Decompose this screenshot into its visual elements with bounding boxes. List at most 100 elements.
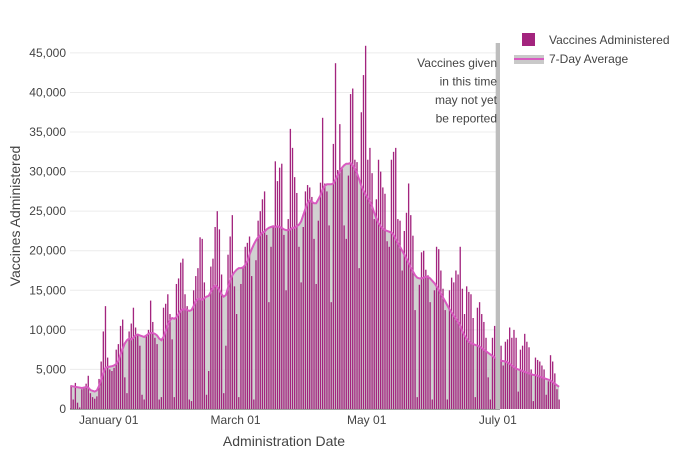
bar [392,151,395,409]
bar [156,344,158,409]
bar [169,314,171,409]
bar [313,238,315,409]
bar [212,258,214,409]
bar [175,283,178,409]
bar [334,63,337,409]
bar [414,310,416,409]
bar [128,331,130,409]
bar [545,394,547,409]
bar [253,399,255,409]
bar [281,163,283,409]
bar [152,321,154,409]
bar [513,329,515,409]
bar [515,337,517,409]
bar [141,394,143,409]
bar [126,393,128,409]
bar [184,294,186,409]
bar [91,397,94,409]
bar [287,219,289,409]
bar [160,397,163,409]
bar [134,327,137,409]
bar [298,246,300,409]
bar [343,225,345,409]
bar [332,143,335,409]
bar [220,274,223,409]
y-tick-label: 35,000 [29,125,66,139]
bar [244,246,246,409]
bar [218,229,221,409]
bar [289,128,292,409]
bar [532,401,534,409]
bar [440,270,442,409]
bar [255,260,257,409]
bar [358,268,360,409]
bar [552,361,554,409]
bar [154,337,156,409]
unreported-annotation: Vaccines given in this time may not yet be … [417,56,497,126]
bar [429,302,431,409]
bar [87,375,89,409]
bar [493,325,496,409]
bar [556,389,558,409]
bar [427,275,429,409]
bar [274,161,276,409]
bar [362,75,365,409]
annotation-line: in this time [440,75,498,89]
bar [283,234,285,409]
bar [390,159,393,409]
bar [470,294,472,409]
y-tick-label: 20,000 [29,244,66,258]
bar [521,345,524,409]
bar [261,199,264,409]
bar [117,344,120,409]
y-axis-title: Vaccines Administered [7,146,23,287]
bar [481,314,483,409]
bar [412,235,414,409]
bar [509,327,511,409]
bar [539,361,541,409]
bar [349,94,352,409]
bar [270,246,272,409]
bar [306,185,309,409]
y-tick-label: 15,000 [29,283,66,297]
bar [487,377,489,409]
bar [319,182,322,409]
bar [109,369,111,409]
bar [423,250,425,409]
bar [403,230,405,409]
bar [500,345,502,409]
bar [197,268,199,409]
bar [263,191,266,409]
bar [225,345,227,409]
bar [300,282,302,409]
bar [180,262,182,409]
bar [330,302,332,409]
bar [356,162,358,409]
bar [302,227,304,409]
y-tick-label: 0 [59,402,66,416]
bar [506,339,509,409]
bar [276,181,279,409]
bar [246,242,249,409]
y-tick-label: 5,000 [36,362,66,376]
bar [554,373,556,409]
bar [83,386,85,409]
bar [89,393,92,409]
bar [528,347,530,409]
bar [395,147,397,409]
bar [278,167,281,409]
legend[interactable]: Vaccines Administered 7-Day Average [514,33,670,66]
bar [231,215,233,409]
bar [317,220,319,409]
bar [186,306,188,409]
bar [463,314,466,409]
bar [519,349,522,409]
y-tick-label: 10,000 [29,323,66,337]
x-tick-label: January 01 [79,413,139,427]
bar [341,167,343,409]
bar [420,252,423,409]
bar [182,258,184,409]
bar [162,307,165,409]
bar [311,196,313,409]
bar [266,234,268,409]
